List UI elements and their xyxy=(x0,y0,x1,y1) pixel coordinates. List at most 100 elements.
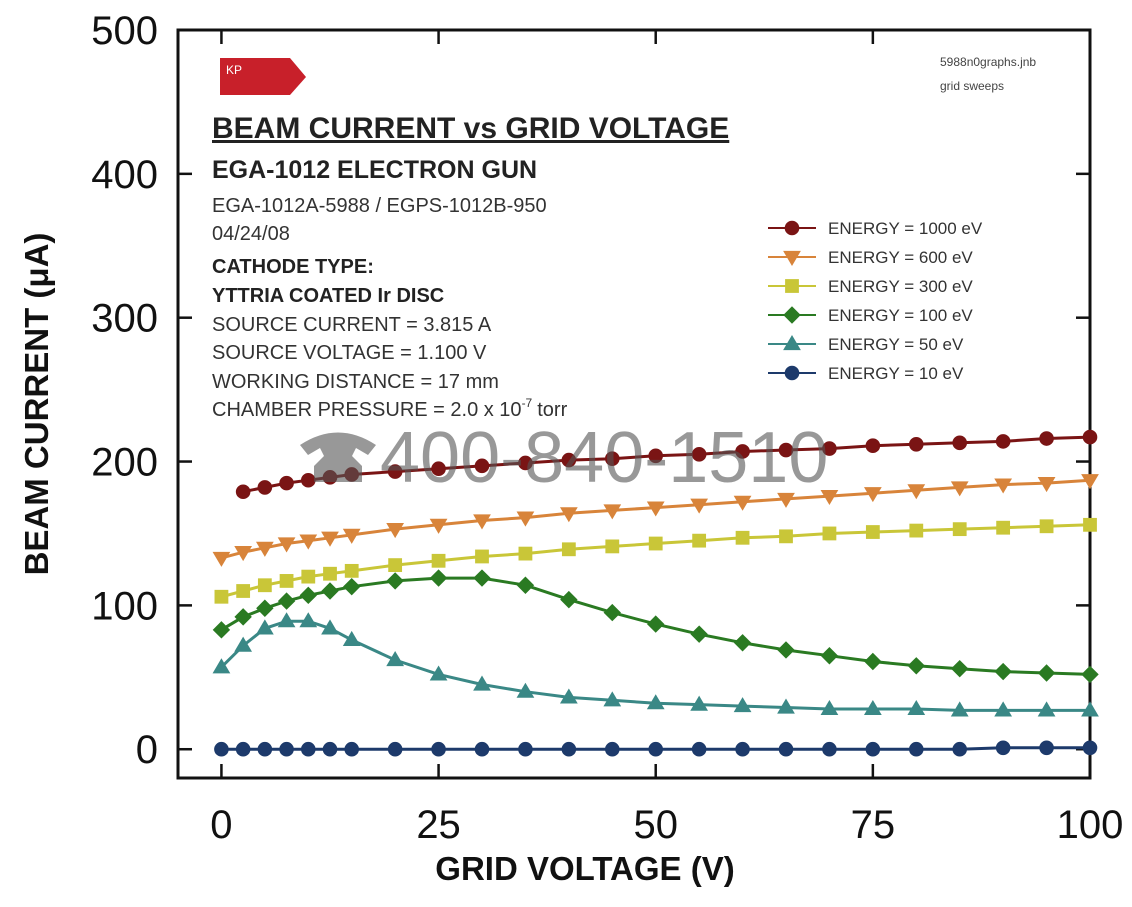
pressure-unit: torr xyxy=(537,399,567,421)
legend-label: ENERGY = 1000 eV xyxy=(828,219,983,238)
marker xyxy=(865,741,881,757)
marker xyxy=(909,523,924,538)
marker xyxy=(322,741,338,757)
marker xyxy=(234,546,253,562)
pressure-text: CHAMBER PRESSURE = 2.0 x 10 xyxy=(212,399,522,421)
marker xyxy=(386,572,404,590)
x-tick-label: 25 xyxy=(416,803,461,847)
marker xyxy=(994,478,1013,494)
marker xyxy=(1083,517,1097,532)
marker xyxy=(784,365,800,381)
marker xyxy=(235,484,251,500)
marker xyxy=(646,501,665,517)
marker xyxy=(429,518,448,534)
y-tick-label: 400 xyxy=(91,153,158,197)
marker xyxy=(820,647,839,665)
marker xyxy=(1082,429,1098,445)
legend-label: ENERGY = 50 eV xyxy=(828,335,964,354)
marker xyxy=(429,665,448,681)
marker xyxy=(214,589,229,604)
marker xyxy=(735,741,750,757)
marker xyxy=(907,657,925,675)
logo: KP xyxy=(226,63,242,77)
marker xyxy=(321,531,339,547)
marker xyxy=(300,472,316,488)
marker xyxy=(518,455,533,471)
legend: ENERGY = 1000 eV ENERGY = 600 eV ENERGY = … xyxy=(768,219,983,383)
note: YTTRIA COATED Ir DISC xyxy=(212,285,444,307)
marker xyxy=(1081,701,1099,717)
note: SOURCE CURRENT = 3.815 A xyxy=(212,314,492,336)
marker xyxy=(279,741,294,757)
marker xyxy=(603,504,622,520)
marker xyxy=(388,558,403,573)
marker xyxy=(234,608,252,626)
marker xyxy=(561,542,576,557)
marker xyxy=(235,741,251,757)
note: 04/24/08 xyxy=(212,223,290,245)
marker xyxy=(344,563,359,578)
marker xyxy=(321,619,339,635)
marker xyxy=(863,699,882,716)
marker xyxy=(214,741,229,757)
marker xyxy=(648,448,664,464)
marker xyxy=(779,529,793,544)
marker xyxy=(518,546,533,561)
marker xyxy=(387,464,403,479)
marker xyxy=(1039,519,1054,534)
marker xyxy=(257,578,272,593)
marker xyxy=(277,612,296,628)
y-tick-label: 500 xyxy=(91,9,158,53)
phone-icon xyxy=(300,432,376,482)
marker xyxy=(474,458,490,474)
x-tick-label: 100 xyxy=(1057,803,1124,847)
marker xyxy=(996,520,1011,535)
note: CATHODE TYPE: xyxy=(212,256,374,278)
marker xyxy=(255,619,274,635)
marker xyxy=(386,651,405,667)
watermark: 400-840-1510 xyxy=(300,418,828,498)
marker xyxy=(907,484,926,500)
marker xyxy=(690,695,709,711)
y-tick-label: 200 xyxy=(91,441,158,485)
marker xyxy=(778,442,794,458)
marker xyxy=(277,537,296,553)
marker xyxy=(299,586,317,605)
marker xyxy=(783,250,801,266)
marker xyxy=(604,741,620,757)
y-tick-label: 0 xyxy=(136,728,158,772)
y-axis-title: BEAM CURRENT (μA) xyxy=(18,233,55,576)
x-tick-label: 75 xyxy=(851,803,896,847)
marker xyxy=(299,612,318,628)
marker xyxy=(236,584,251,598)
marker xyxy=(560,590,578,609)
file-note: grid sweeps xyxy=(940,79,1004,93)
marker xyxy=(387,741,403,757)
marker xyxy=(907,699,926,716)
marker xyxy=(783,306,801,324)
plot xyxy=(178,28,1099,778)
marker xyxy=(475,549,489,564)
marker xyxy=(690,498,709,514)
marker xyxy=(299,534,318,550)
marker xyxy=(429,569,448,587)
marker xyxy=(733,634,752,652)
marker xyxy=(995,740,1011,756)
marker xyxy=(561,452,577,468)
marker xyxy=(692,533,707,548)
marker xyxy=(778,741,794,757)
marker xyxy=(865,525,880,539)
marker xyxy=(343,577,361,596)
marker xyxy=(785,279,799,293)
marker xyxy=(344,741,360,757)
marker xyxy=(951,659,969,678)
marker xyxy=(777,698,795,714)
marker xyxy=(342,528,361,544)
marker xyxy=(431,461,446,477)
marker xyxy=(1039,431,1054,446)
marker xyxy=(559,507,578,523)
marker xyxy=(735,444,750,459)
marker xyxy=(212,658,231,674)
marker xyxy=(952,522,967,537)
